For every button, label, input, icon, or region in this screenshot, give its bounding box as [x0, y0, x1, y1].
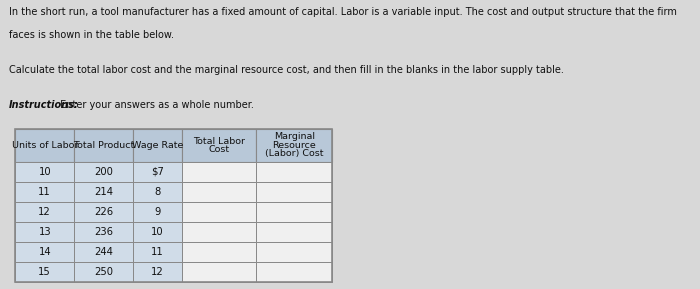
Text: Total Labor: Total Labor — [193, 136, 245, 146]
Text: 14: 14 — [38, 247, 51, 257]
Text: Total Product: Total Product — [73, 140, 134, 150]
Text: $7: $7 — [151, 166, 164, 177]
Text: Enter your answers as a whole number.: Enter your answers as a whole number. — [57, 100, 253, 110]
Text: faces is shown in the table below.: faces is shown in the table below. — [9, 30, 174, 40]
Text: Units of Labor: Units of Labor — [11, 140, 78, 150]
Text: 11: 11 — [38, 187, 51, 197]
Text: Instructions:: Instructions: — [9, 100, 79, 110]
Text: Calculate the total labor cost and the marginal resource cost, and then fill in : Calculate the total labor cost and the m… — [9, 65, 564, 75]
Text: Cost: Cost — [209, 144, 230, 154]
Text: 12: 12 — [38, 207, 51, 217]
Text: 200: 200 — [94, 166, 113, 177]
Text: 12: 12 — [151, 267, 164, 277]
Text: 226: 226 — [94, 207, 113, 217]
Text: 15: 15 — [38, 267, 51, 277]
Text: Wage Rate: Wage Rate — [132, 140, 183, 150]
Text: 244: 244 — [94, 247, 113, 257]
Text: 8: 8 — [154, 187, 160, 197]
Text: Resource: Resource — [272, 140, 316, 150]
Text: 236: 236 — [94, 227, 113, 237]
Text: 11: 11 — [151, 247, 164, 257]
Text: 13: 13 — [38, 227, 51, 237]
Text: 214: 214 — [94, 187, 113, 197]
Text: 10: 10 — [151, 227, 164, 237]
Text: 9: 9 — [154, 207, 160, 217]
Text: 10: 10 — [38, 166, 51, 177]
Text: In the short run, a tool manufacturer has a fixed amount of capital. Labor is a : In the short run, a tool manufacturer ha… — [9, 7, 677, 17]
Text: 250: 250 — [94, 267, 113, 277]
Text: (Labor) Cost: (Labor) Cost — [265, 149, 323, 158]
Text: Marginal: Marginal — [274, 132, 315, 142]
